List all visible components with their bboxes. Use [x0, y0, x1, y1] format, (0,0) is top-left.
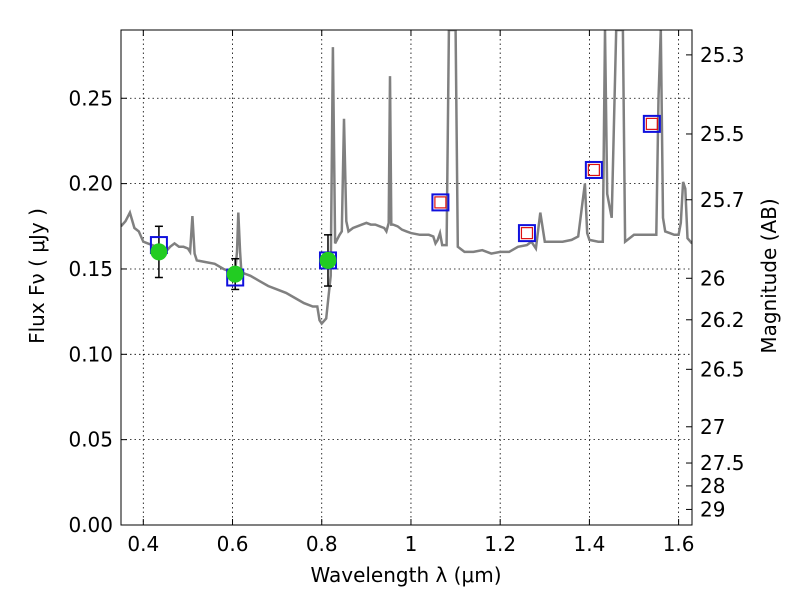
y2-tick-label: 26.5 — [700, 357, 745, 381]
observed-flux-marker — [226, 265, 244, 283]
y2-tick-label: 28 — [700, 474, 725, 498]
model-square-marker — [584, 160, 603, 179]
photometry-markers — [149, 114, 661, 291]
x-tick-label: 0.4 — [127, 532, 159, 556]
x-tick-label: 1.4 — [573, 532, 605, 556]
model-inner-marker — [520, 227, 534, 240]
y2-axis-title: Magnitude (AB) — [757, 198, 781, 353]
axis-ticks: 0.4 0.6 0.8 1 1.2 1.4 1.6 0.00 0.05 0.10 0.15 0.20 0… — [68, 30, 745, 556]
y2-tick-label: 25.7 — [700, 188, 745, 212]
y2-tick-label: 29 — [700, 497, 725, 521]
spectrum-line — [121, 30, 692, 326]
model-inner-marker — [645, 117, 658, 130]
x-tick-label: 1.2 — [484, 532, 516, 556]
x-axis-title: Wavelength λ (μm) — [310, 563, 501, 587]
x-tick-label: 0.6 — [217, 532, 249, 556]
observed-flux-marker — [319, 251, 337, 269]
y2-tick-label: 26 — [700, 266, 725, 290]
y2-tick-label: 27.5 — [700, 451, 745, 475]
model-spectrum — [121, 30, 692, 326]
y-tick-label: 0.00 — [68, 513, 113, 537]
x-tick-label: 0.8 — [306, 532, 338, 556]
model-inner-marker — [587, 163, 600, 177]
y-tick-label: 0.05 — [68, 428, 113, 452]
y2-tick-label: 25.3 — [700, 43, 745, 67]
model-square-marker — [517, 224, 536, 243]
x-tick-label: 1.6 — [663, 532, 695, 556]
y-tick-label: 0.15 — [68, 257, 113, 281]
y-tick-label: 0.25 — [68, 86, 113, 110]
y2-tick-label: 25.5 — [700, 122, 745, 146]
model-inner-marker — [434, 196, 447, 209]
y-axis-title: Flux Fν ( μJy ) — [25, 208, 49, 344]
model-square-marker — [431, 193, 450, 212]
y-tick-label: 0.20 — [68, 172, 113, 196]
observed-flux-marker — [150, 243, 168, 261]
y-tick-label: 0.10 — [68, 342, 113, 366]
x-tick-label: 1 — [405, 532, 418, 556]
model-square-marker — [642, 114, 661, 133]
y2-tick-label: 26.2 — [700, 308, 745, 332]
y2-tick-label: 27 — [700, 415, 725, 439]
plot-frame — [120, 29, 693, 526]
